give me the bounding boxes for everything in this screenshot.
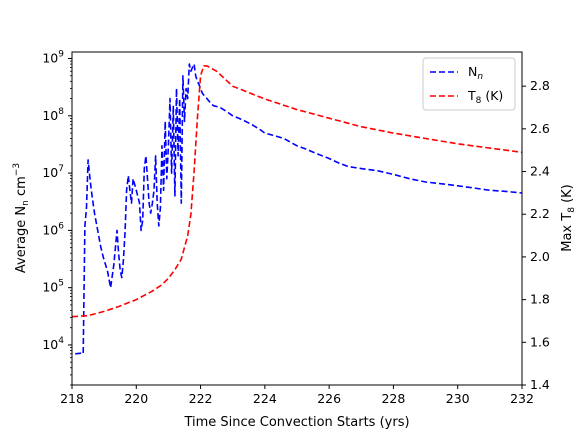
series-line-t8 [72, 65, 522, 318]
plot-frame [71, 51, 523, 386]
right-y-tick-label: 2.6 [530, 121, 550, 136]
x-tick-label: 224 [253, 391, 277, 406]
left-y-tick-label: 107 [42, 164, 64, 180]
x-axis-title: Time Since Convection Starts (yrs) [183, 415, 409, 430]
right-y-axis-title: Max T8 (K) [560, 184, 577, 252]
right-y-tick-label: 1.4 [530, 377, 550, 392]
left-y-tick-label: 106 [42, 221, 64, 237]
x-tick-label: 230 [446, 391, 470, 406]
right-y-tick-label: 2.4 [530, 164, 550, 179]
left-y-tick-label: 109 [42, 50, 64, 66]
legend-label-t8: T8 (K) [467, 88, 503, 106]
x-tick-label: 226 [317, 391, 341, 406]
right-y-tick-label: 1.6 [530, 334, 550, 349]
x-axis: 218 220 222 224 226 228 230 232 [60, 385, 534, 406]
legend: Nn T8 (K) [422, 57, 516, 111]
x-tick-label: 222 [189, 391, 213, 406]
left-y-tick-label: 105 [42, 279, 64, 295]
x-tick-label: 220 [124, 391, 148, 406]
x-tick-label: 232 [510, 391, 534, 406]
series-line-n [75, 63, 522, 355]
x-tick-label: 228 [381, 391, 405, 406]
right-y-tick-label: 1.8 [530, 292, 550, 307]
series-layer [72, 63, 522, 355]
right-y-tick-label: 2.0 [530, 249, 550, 264]
left-y-tick-label: 108 [42, 107, 64, 123]
right-y-axis: 1.4 1.6 1.8 2.0 2.2 2.4 2.6 2.8 [522, 78, 550, 392]
right-y-tick-label: 2.8 [530, 78, 550, 93]
x-tick-label: 218 [60, 391, 84, 406]
right-y-tick-label: 2.2 [530, 206, 550, 221]
legend-box [422, 57, 516, 111]
left-y-tick-label: 104 [42, 336, 64, 352]
left-y-axis-title: Average Nn cm−3 [12, 163, 31, 273]
left-y-axis: 104 105 106 107 108 109 [42, 50, 72, 386]
legend-label-n: Nn [468, 64, 483, 82]
